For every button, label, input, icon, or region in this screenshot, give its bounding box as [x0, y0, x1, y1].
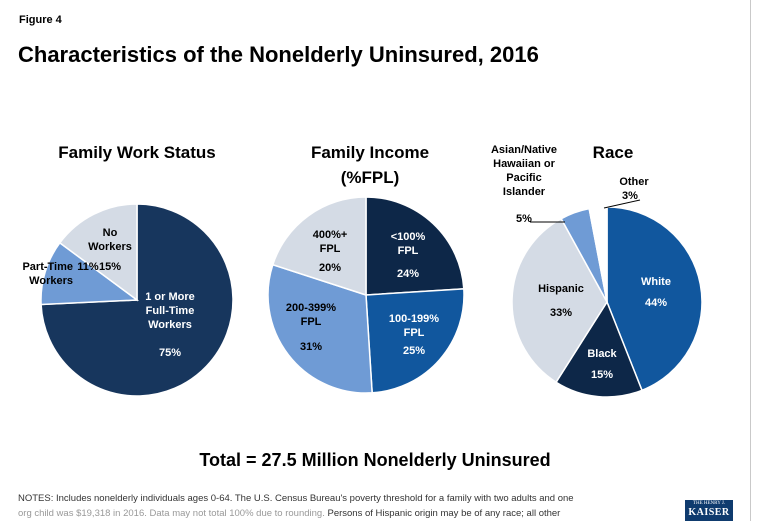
chart-title-income-line1: Family Income: [310, 143, 430, 162]
slice-value-2-asian-native-hawaiian-or-pacific-islander: 5%: [516, 213, 532, 225]
notes-line2-rest: Persons of Hispanic origin may be of any…: [324, 508, 561, 519]
figure-label: Figure 4: [19, 14, 62, 26]
chart-title-income-line2: (%FPL): [340, 168, 400, 187]
slice-label-1-400-fpl: 400%+ FPL: [313, 229, 348, 255]
logo-line1: THE HENRY J.: [692, 501, 726, 506]
slice-value-2-white: 44%: [645, 297, 667, 309]
slice-label-1-100-fpl: <100% FPL: [391, 231, 426, 257]
chart-title-work-status: Family Work Status: [58, 143, 216, 162]
notes-line1: NOTES: Includes nonelderly individuals a…: [18, 493, 574, 504]
slice-label-2-white: White: [641, 276, 671, 288]
slice-value-1-100-199-fpl: 25%: [403, 345, 425, 357]
pie-slice-2-black: [555, 300, 643, 398]
page-title: Characteristics of the Nonelderly Uninsu…: [18, 42, 539, 67]
pie-slice-1-100-fpl: [365, 196, 465, 296]
pie-slice-1-400-fpl: [271, 196, 367, 297]
pie-slice-2-white: [606, 206, 703, 392]
chart-title-race: Race: [592, 143, 634, 162]
slice-value-1-100-fpl: 24%: [397, 268, 419, 280]
slice-label-1-100-199-fpl: 100-199% FPL: [389, 313, 439, 339]
slice-value-0-part-time-workers: 11%: [77, 261, 99, 273]
slice-value-1-200-399-fpl: 31%: [300, 341, 322, 353]
pie-slice-0-no-workers: [58, 203, 138, 302]
pie-charts: 1 or More Full-Time Workers 75% Part-Time Wor…: [22, 144, 703, 398]
slice-label-2-other: Other: [619, 176, 649, 188]
slice-label-1-200-399-fpl: 200-399% FPL: [286, 302, 336, 328]
slice-value-2-hispanic: 33%: [550, 307, 572, 319]
logo-line2: KAISER: [688, 507, 730, 518]
slice-label-0-part-time-workers: Part-Time Workers: [22, 261, 73, 287]
pie-slice-0-part-time-workers: [40, 241, 140, 306]
notes: NOTES: Includes nonelderly individuals a…: [18, 491, 678, 521]
slice-value-0-no-workers: 15%: [99, 261, 121, 273]
leader-line-other: [603, 199, 641, 209]
slice-label-0-no-workers: No Workers: [88, 227, 132, 253]
pie-slice-1-200-399-fpl: [267, 263, 373, 394]
total-label: Total = 27.5 Million Nonelderly Uninsure…: [199, 450, 551, 470]
slice-value-2-black: 15%: [591, 369, 613, 381]
right-border: [750, 0, 751, 521]
slice-label-2-black: Black: [587, 348, 617, 360]
pie-slice-1-100-199-fpl: [365, 288, 465, 394]
notes-line2-faded: org child was $19,318 in 2016. Data may …: [18, 508, 325, 519]
slice-label-0-1-or-more-full-time-workers: 1 or More Full-Time Workers: [145, 291, 195, 331]
slice-label-2-hispanic: Hispanic: [538, 283, 584, 295]
slice-value-1-400-fpl: 20%: [319, 262, 341, 274]
kaiser-logo: THE HENRY J. KAISER: [685, 500, 733, 521]
slice-value-0-1-or-more-full-time-workers: 75%: [159, 347, 181, 359]
slice-label-2-asian-native-hawaiian-or-pacific-islander: Asian/Native Hawaiian or Pacific Islander: [491, 144, 557, 198]
chart-title-family-income: Family Income (%FPL): [275, 140, 465, 190]
slice-value-2-other: 3%: [622, 190, 638, 202]
